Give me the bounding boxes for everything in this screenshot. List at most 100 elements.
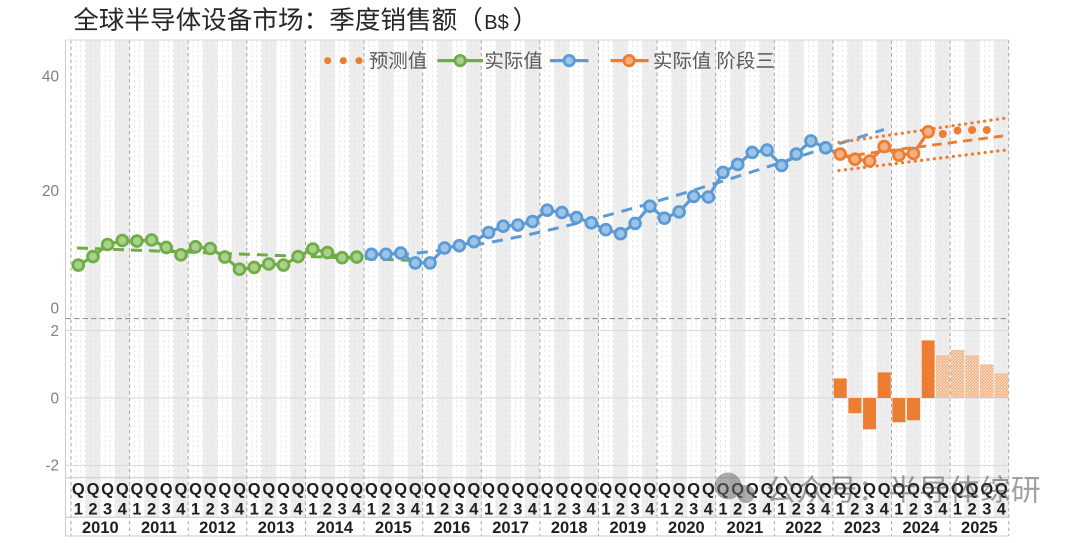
- svg-text:0: 0: [50, 301, 59, 318]
- svg-text:3: 3: [572, 500, 581, 518]
- svg-text:Q: Q: [467, 480, 480, 498]
- svg-text:Q: Q: [438, 480, 451, 498]
- svg-text:Q: Q: [87, 480, 100, 498]
- svg-text:2: 2: [50, 323, 59, 340]
- svg-text:1: 1: [250, 500, 259, 518]
- svg-text:Q: Q: [277, 480, 290, 498]
- svg-text:2011: 2011: [141, 519, 177, 537]
- svg-text:1: 1: [836, 500, 845, 518]
- svg-text:Q: Q: [775, 480, 788, 498]
- svg-text:B$: B$: [484, 12, 508, 34]
- svg-text:20: 20: [42, 183, 59, 200]
- svg-text:2021: 2021: [727, 519, 764, 537]
- svg-text:2: 2: [792, 500, 801, 518]
- svg-text:3: 3: [865, 500, 874, 518]
- svg-text:Q: Q: [292, 480, 305, 498]
- svg-text:3: 3: [806, 500, 815, 518]
- svg-text:1: 1: [660, 500, 669, 518]
- svg-text:Q: Q: [174, 480, 187, 498]
- svg-text:4: 4: [938, 500, 948, 518]
- svg-text:4: 4: [411, 500, 421, 518]
- svg-text:Q: Q: [878, 480, 891, 498]
- svg-text:Q: Q: [761, 480, 774, 498]
- svg-text:1: 1: [543, 500, 552, 518]
- svg-text:2018: 2018: [551, 519, 588, 537]
- svg-text:Q: Q: [248, 480, 261, 498]
- svg-text:Q: Q: [365, 480, 378, 498]
- svg-text:Q: Q: [687, 480, 700, 498]
- svg-text:3: 3: [103, 500, 112, 518]
- svg-text:3: 3: [162, 500, 171, 518]
- svg-text:Q: Q: [658, 480, 671, 498]
- svg-text:2: 2: [88, 500, 97, 518]
- svg-text:3: 3: [396, 500, 405, 518]
- svg-text:4: 4: [821, 500, 831, 518]
- svg-text:1: 1: [777, 500, 786, 518]
- svg-text:4: 4: [118, 500, 128, 518]
- svg-text:Q: Q: [233, 480, 246, 498]
- svg-text:4: 4: [880, 500, 890, 518]
- svg-text:Q: Q: [350, 480, 363, 498]
- svg-text:Q: Q: [629, 480, 642, 498]
- svg-text:1: 1: [308, 500, 317, 518]
- svg-text:1: 1: [191, 500, 200, 518]
- svg-text:1: 1: [894, 500, 903, 518]
- svg-text:2010: 2010: [82, 519, 119, 537]
- svg-text:Q: Q: [189, 480, 202, 498]
- svg-text:3: 3: [924, 500, 933, 518]
- svg-text:2025: 2025: [961, 519, 998, 537]
- svg-text:4: 4: [587, 500, 597, 518]
- svg-text:Q: Q: [409, 480, 422, 498]
- svg-text:1: 1: [132, 500, 141, 518]
- svg-text:2020: 2020: [668, 519, 705, 537]
- svg-text:1: 1: [425, 500, 434, 518]
- svg-text:2: 2: [909, 500, 918, 518]
- svg-text:Q: Q: [570, 480, 583, 498]
- svg-text:4: 4: [176, 500, 186, 518]
- svg-text:2: 2: [264, 500, 273, 518]
- svg-text:3: 3: [220, 500, 229, 518]
- svg-text:Q: Q: [101, 480, 114, 498]
- svg-text:Q: Q: [599, 480, 612, 498]
- svg-text:3: 3: [338, 500, 347, 518]
- svg-text:Q: Q: [819, 480, 832, 498]
- svg-text:2: 2: [968, 500, 977, 518]
- svg-text:Q: Q: [702, 480, 715, 498]
- svg-text:Q: Q: [673, 480, 686, 498]
- svg-text:2: 2: [499, 500, 508, 518]
- svg-text:2: 2: [381, 500, 390, 518]
- svg-text:2: 2: [675, 500, 684, 518]
- svg-text:-2: -2: [45, 458, 59, 475]
- svg-text:40: 40: [42, 68, 59, 85]
- svg-text:Q: Q: [306, 480, 319, 498]
- svg-text:4: 4: [528, 500, 538, 518]
- svg-text:2022: 2022: [785, 519, 822, 537]
- svg-text:Q: Q: [72, 480, 85, 498]
- svg-text:Q: Q: [614, 480, 627, 498]
- svg-text:Q: Q: [511, 480, 524, 498]
- svg-text:3: 3: [748, 500, 757, 518]
- svg-text:2017: 2017: [492, 519, 529, 537]
- svg-text:1: 1: [367, 500, 376, 518]
- svg-text:2: 2: [616, 500, 625, 518]
- svg-text:2: 2: [323, 500, 332, 518]
- svg-text:2014: 2014: [316, 519, 354, 537]
- svg-text:3: 3: [631, 500, 640, 518]
- svg-text:2016: 2016: [434, 519, 471, 537]
- svg-text:2024: 2024: [902, 519, 940, 537]
- svg-text:Q: Q: [380, 480, 393, 498]
- svg-text:3: 3: [982, 500, 991, 518]
- svg-text:Q: Q: [336, 480, 349, 498]
- svg-text:4: 4: [645, 500, 655, 518]
- svg-text:4: 4: [469, 500, 479, 518]
- svg-text:1: 1: [484, 500, 493, 518]
- svg-text:Q: Q: [145, 480, 158, 498]
- svg-text:Q: Q: [526, 480, 539, 498]
- svg-text:2019: 2019: [609, 519, 646, 537]
- svg-text:Q: Q: [555, 480, 568, 498]
- svg-text:Q: Q: [218, 480, 231, 498]
- svg-text:Q: Q: [204, 480, 217, 498]
- svg-text:3: 3: [513, 500, 522, 518]
- svg-text:Q: Q: [541, 480, 554, 498]
- svg-text:Q: Q: [790, 480, 803, 498]
